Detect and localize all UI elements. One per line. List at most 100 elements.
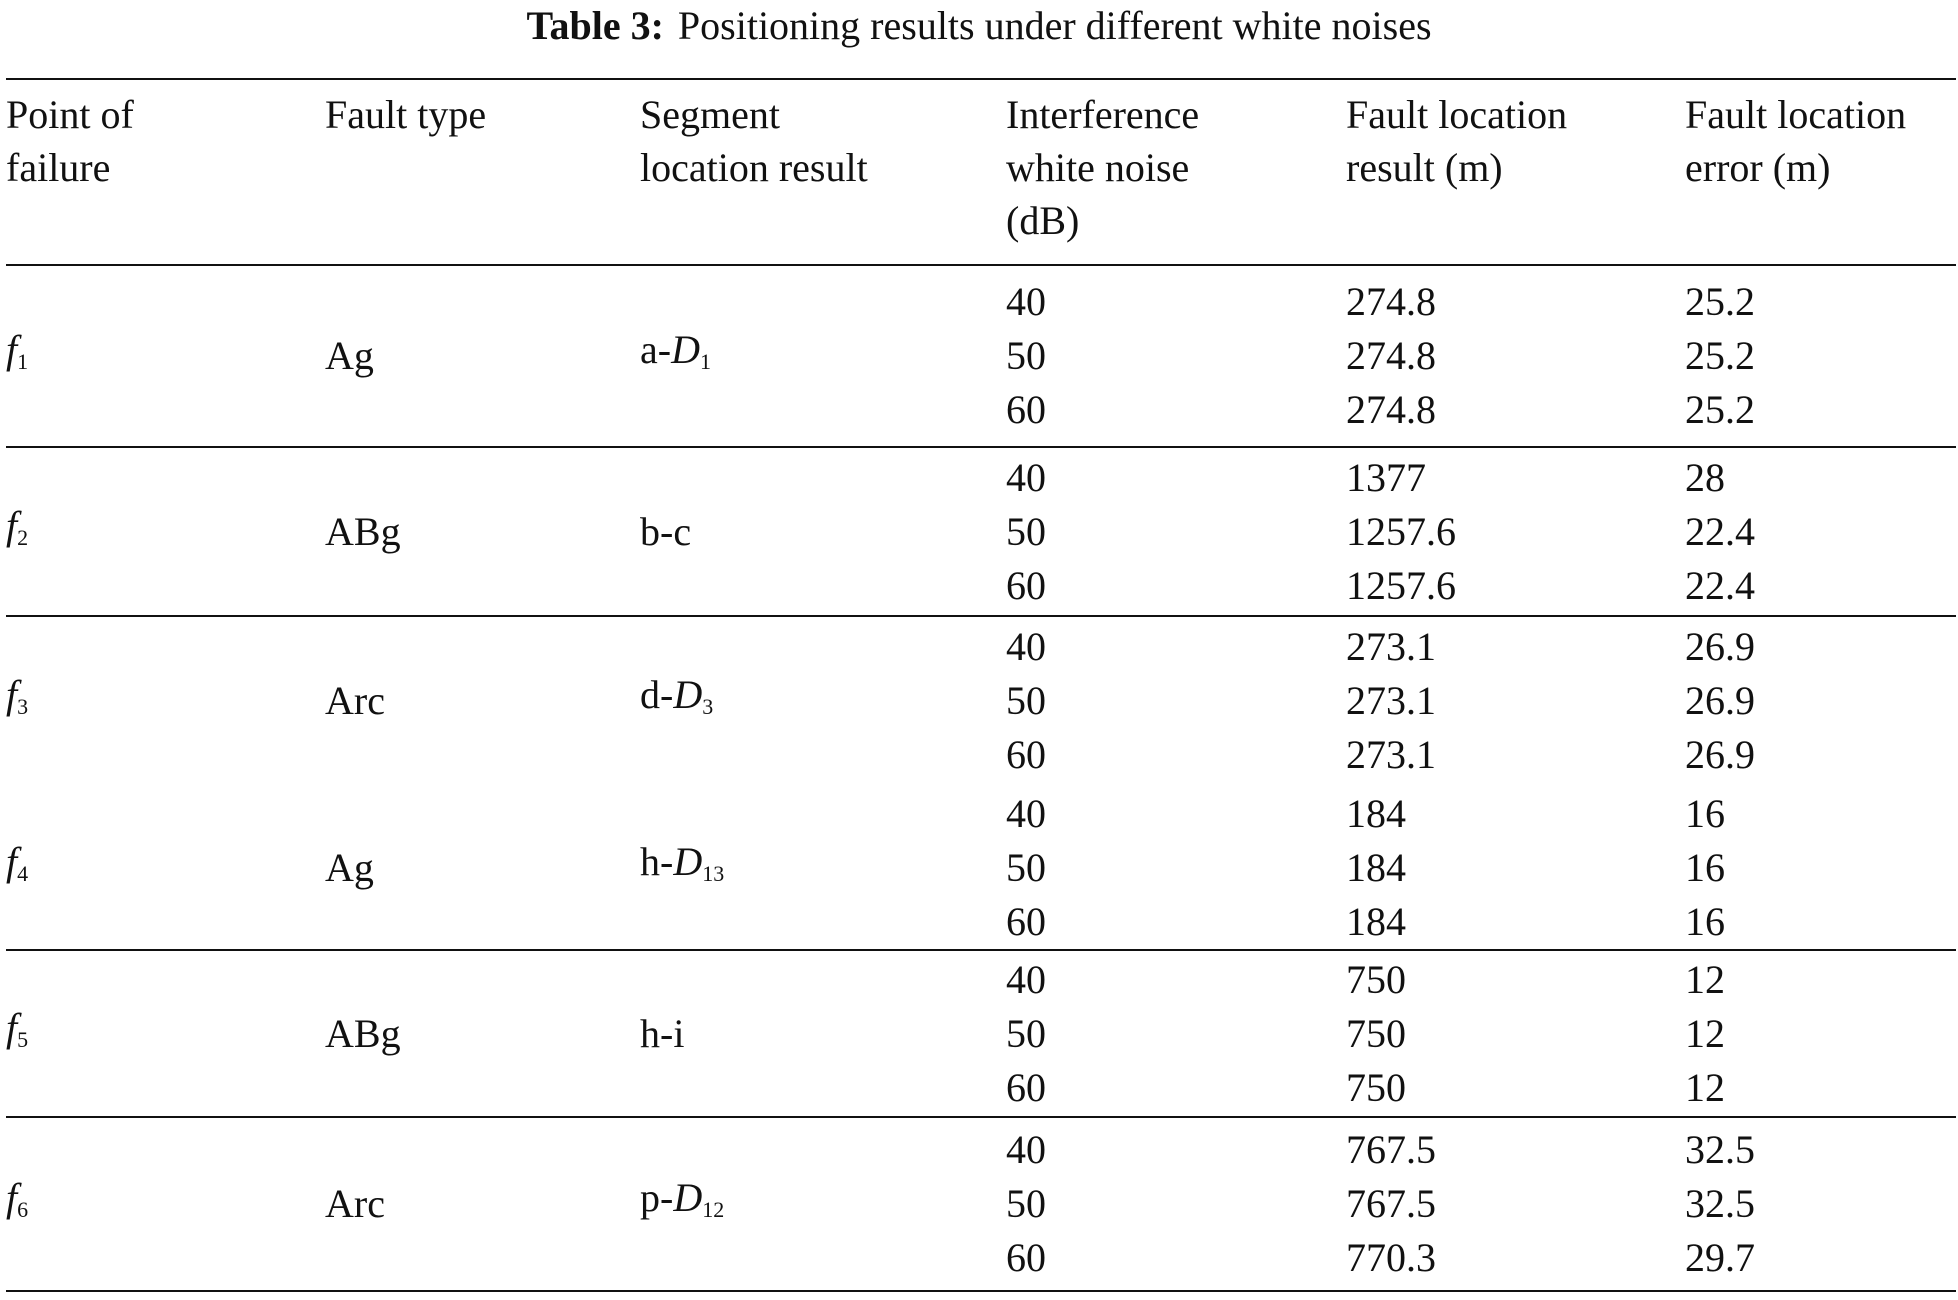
header-rule xyxy=(6,264,1956,266)
cell: 50 xyxy=(1006,508,1046,554)
cell: 60 xyxy=(1006,387,1046,432)
cell: 1377 xyxy=(1346,454,1426,500)
cell: 40 xyxy=(1006,956,1046,1002)
cell: 25.2 xyxy=(1685,333,1755,378)
point-subscript: 5 xyxy=(17,1026,29,1052)
cell: 750 xyxy=(1346,1064,1406,1110)
segment-text: p- xyxy=(640,1175,674,1220)
segment: b-c xyxy=(640,508,692,554)
cell: 50 xyxy=(1006,333,1046,378)
point-of-failure: f2 xyxy=(6,502,28,558)
header-cell: Interference xyxy=(1006,92,1200,137)
cell: 274.8 xyxy=(1346,279,1436,324)
cell: 26.9 xyxy=(1685,623,1755,669)
caption: Table 3: Positioning results under differ… xyxy=(0,4,1958,48)
cell: 60 xyxy=(1006,731,1046,777)
segment: h-i xyxy=(640,1010,685,1056)
cell: 22.4 xyxy=(1685,562,1755,608)
fault-type: Ag xyxy=(325,333,374,378)
cell: 770.3 xyxy=(1346,1235,1436,1280)
cell: 16 xyxy=(1685,844,1725,890)
fault-type: Arc xyxy=(325,1181,385,1226)
point-of-failure: f1 xyxy=(6,330,28,382)
cell: 32.5 xyxy=(1685,1181,1755,1226)
segment-text: d- xyxy=(640,671,674,717)
fault-type: ABg xyxy=(325,508,401,554)
header-cell: Segment xyxy=(640,92,780,137)
cell: 40 xyxy=(1006,279,1046,324)
cell: 32.5 xyxy=(1685,1127,1755,1172)
cell: 28 xyxy=(1685,454,1725,500)
header-cell: result (m) xyxy=(1346,145,1503,190)
cell: 60 xyxy=(1006,898,1046,944)
cell: 12 xyxy=(1685,1010,1725,1056)
point-symbol: f xyxy=(6,838,18,884)
segment: a-D1 xyxy=(640,330,711,382)
cell: 26.9 xyxy=(1685,677,1755,723)
cell: 767.5 xyxy=(1346,1181,1436,1226)
cell: 274.8 xyxy=(1346,387,1436,432)
header-cell: failure xyxy=(6,145,111,190)
caption-label: Table 3: xyxy=(526,3,664,48)
segment-symbol: D xyxy=(671,327,700,372)
segment-subscript: 1 xyxy=(699,349,711,374)
point-of-failure: f4 xyxy=(6,838,29,894)
segment-text: h-i xyxy=(640,1010,685,1056)
point-of-failure: f6 xyxy=(6,1178,28,1230)
cell: 50 xyxy=(1006,677,1046,723)
cell: 184 xyxy=(1346,790,1406,836)
cell: 25.2 xyxy=(1685,387,1755,432)
cell: 22.4 xyxy=(1685,508,1755,554)
point-of-failure: f5 xyxy=(6,1004,29,1060)
group-rule xyxy=(6,1116,1956,1118)
segment: d-D3 xyxy=(640,671,714,727)
cell: 184 xyxy=(1346,898,1406,944)
cell: 184 xyxy=(1346,844,1406,890)
cell: 50 xyxy=(1006,1181,1046,1226)
segment: p-D12 xyxy=(640,1178,724,1230)
caption-title: Positioning results under different whit… xyxy=(677,3,1432,48)
point-symbol: f xyxy=(6,1004,18,1050)
segment-subscript: 12 xyxy=(702,1197,725,1222)
cell: 12 xyxy=(1685,1064,1725,1110)
point-symbol: f xyxy=(6,327,18,372)
cell: 50 xyxy=(1006,844,1046,890)
cell: 767.5 xyxy=(1346,1127,1436,1172)
header-cell: Fault type xyxy=(325,92,487,137)
point-symbol: f xyxy=(6,502,18,548)
segment-symbol: D xyxy=(673,671,703,717)
fault-type: ABg xyxy=(325,1010,401,1056)
group-rule xyxy=(6,949,1956,951)
point-subscript: 3 xyxy=(17,693,29,719)
cell: 40 xyxy=(1006,623,1046,669)
point-symbol: f xyxy=(6,671,18,717)
header-cell: white noise xyxy=(1006,145,1190,190)
header-cell: error (m) xyxy=(1685,145,1831,190)
cell: 273.1 xyxy=(1346,677,1436,723)
cell: 60 xyxy=(1006,1064,1046,1110)
cell: 50 xyxy=(1006,1010,1046,1056)
point-subscript: 6 xyxy=(17,1197,29,1222)
cell: 16 xyxy=(1685,790,1725,836)
cell: 60 xyxy=(1006,1235,1046,1280)
segment-text: h- xyxy=(640,838,674,884)
cell: 40 xyxy=(1006,454,1046,500)
top-rule xyxy=(6,78,1956,80)
cell: 29.7 xyxy=(1685,1235,1755,1280)
point-subscript: 4 xyxy=(17,860,29,886)
segment-subscript: 3 xyxy=(702,693,714,719)
cell: 40 xyxy=(1006,790,1046,836)
fault-type: Ag xyxy=(325,844,374,890)
point-symbol: f xyxy=(6,1175,18,1220)
cell: 750 xyxy=(1346,956,1406,1002)
cell: 274.8 xyxy=(1346,333,1436,378)
cell: 25.2 xyxy=(1685,279,1755,324)
point-of-failure: f3 xyxy=(6,671,29,727)
point-subscript: 1 xyxy=(17,349,29,374)
segment-text: b-c xyxy=(640,508,692,554)
cell: 273.1 xyxy=(1346,623,1436,669)
segment: h-D13 xyxy=(640,838,724,894)
cell: 60 xyxy=(1006,562,1046,608)
cell: 750 xyxy=(1346,1010,1406,1056)
